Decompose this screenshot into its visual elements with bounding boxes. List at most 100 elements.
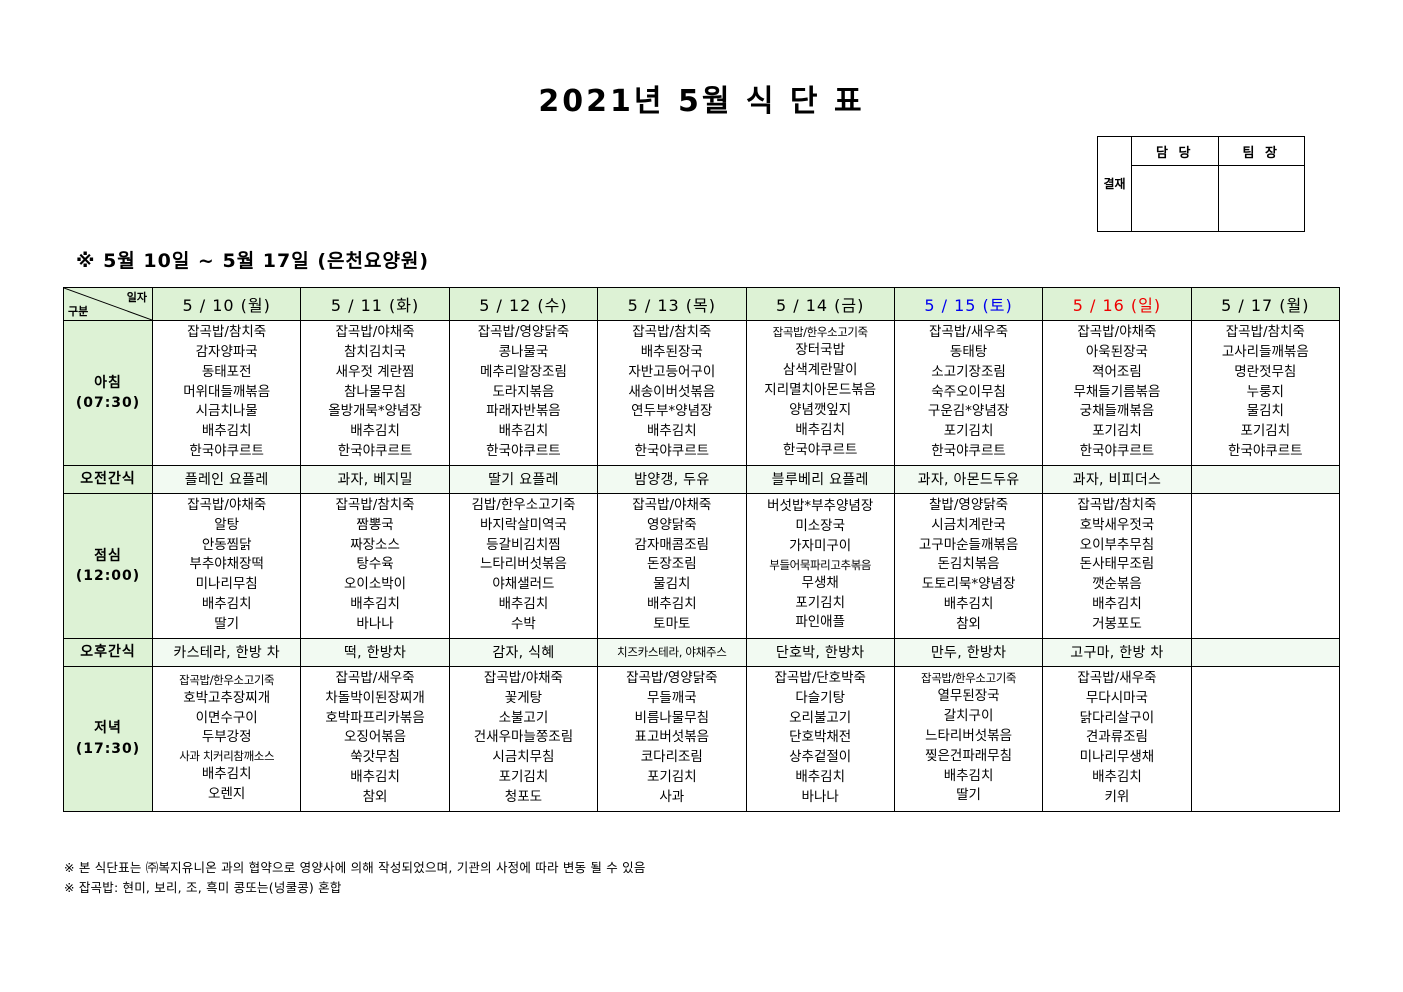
cell-breakfast-1[interactable]: 잡곡밥/야채죽 참치김치국 새우젓 계란찜 참나물무침 올방개묵*양념장 배추김치 한국야쿠… — [300, 320, 450, 466]
dish-item: 배추김치 — [350, 596, 400, 613]
date-header-7: 5 / 17 (월) — [1190, 287, 1341, 321]
dish-item: 찰밥/영양닭죽 — [929, 496, 1009, 513]
approval-column-manager: 담 당 — [1132, 137, 1219, 231]
dish-item: 바나나 — [356, 615, 394, 632]
dish-item: 비름나물무침 — [634, 709, 710, 726]
table-corner-cell: 일자 구분 — [63, 287, 153, 321]
dish-item: 꽃게탕 — [504, 689, 543, 706]
cell-afternoon-snack-6[interactable]: 고구마, 한방 차 — [1042, 637, 1192, 667]
row-label-breakfast-time: (07:30) — [75, 394, 141, 411]
dish-item: 오이소박이 — [344, 576, 407, 593]
dish-item: 거봉포도 — [1092, 615, 1142, 632]
cell-lunch-1[interactable]: 잡곡밥/참치죽 짬뽕국 짜장소스 탕수육 오이소박이 배추김치 바나나 — [300, 492, 450, 639]
dish-item: 찢은건파래무침 — [925, 747, 1013, 764]
cell-afternoon-snack-3[interactable]: 치즈카스테라, 야채주스 — [597, 637, 747, 667]
approval-header-damdang: 담 당 — [1132, 137, 1218, 166]
dish-item: 청포도 — [504, 788, 543, 805]
dish-item: 도토리묵*양념장 — [921, 576, 1016, 593]
cell-morning-snack-7[interactable] — [1190, 464, 1341, 494]
cell-afternoon-snack-5[interactable]: 만두, 한방차 — [893, 637, 1044, 667]
cell-afternoon-snack-4[interactable]: 단호박, 한방차 — [745, 637, 895, 667]
cell-lunch-3[interactable]: 잡곡밥/야채죽 영양닭죽 감자매콤조림 돈장조림 물김치 배추김치 토마토 — [597, 492, 747, 639]
cell-afternoon-snack-0[interactable]: 카스테라, 한방 차 — [151, 637, 302, 667]
cell-lunch-2[interactable]: 김밥/한우소고기죽 바지락살미역국 등갈비김치찜 느타리버섯볶음 야채샐러드 배추김치 수박 — [448, 492, 599, 639]
cell-morning-snack-1[interactable]: 과자, 베지밀 — [300, 464, 450, 494]
dish-item: 바나나 — [801, 788, 839, 805]
dish-item: 잡곡밥/새우죽 — [1077, 669, 1157, 686]
cell-breakfast-5[interactable]: 잡곡밥/새우죽 동태탕 소고기장조림 숙주오이무침 구운김*양념장 포기김치 한국야쿠르트 — [893, 320, 1044, 466]
cell-lunch-5[interactable]: 찰밥/영양닭죽 시금치계란국 고구마순들깨볶음 돈김치볶음 도토리묵*양념장 배추김치 참외 — [893, 492, 1044, 639]
dish-item: 배추김치 — [498, 423, 549, 440]
cell-dinner-4[interactable]: 잡곡밥/단호박죽 다슬기탕 오리불고기 단호박채전 상추겉절이 배추김치 바나나 — [745, 665, 895, 812]
table-header: 일자 구분 5 / 10 (월) 5 / 11 (화) 5 / 12 (수) 5… — [63, 287, 1341, 321]
cell-dinner-0[interactable]: 잡곡밥/한우소고기죽 호박고추장찌개 이면수구이 두부강정 사과 치커리참깨소스 배추김치… — [151, 665, 302, 812]
dish-item: 견과류조림 — [1085, 729, 1148, 746]
dish-item: 잡곡밥/새우죽 — [335, 669, 415, 686]
dish-item: 야채샐러드 — [492, 576, 555, 593]
cell-morning-snack-0[interactable]: 플레인 요플레 — [151, 464, 302, 494]
diagonal-divider-icon — [64, 288, 152, 320]
cell-breakfast-0[interactable]: 잡곡밥/참치죽 감자양파국 동태포전 머위대들깨볶음 시금치나물 배추김치 한국야쿠르트 — [151, 320, 302, 466]
cell-afternoon-snack-2[interactable]: 감자, 식혜 — [448, 637, 599, 667]
cell-morning-snack-3[interactable]: 밤양갱, 두유 — [597, 464, 747, 494]
dish-item: 포기김치 — [498, 769, 549, 786]
row-label-breakfast: 아침 (07:30) — [63, 320, 153, 466]
dish-item: 탕수육 — [356, 556, 394, 573]
dish-item: 포기김치 — [646, 769, 697, 786]
cell-afternoon-snack-7[interactable] — [1190, 637, 1341, 667]
dish-item: 한국야쿠르트 — [931, 443, 1006, 460]
dish-item: 배추김치 — [943, 596, 994, 613]
dish-item: 고구마순들깨볶음 — [918, 536, 1019, 553]
row-label-dinner-time: (17:30) — [75, 740, 141, 757]
cell-dinner-1[interactable]: 잡곡밥/새우죽 차돌박이된장찌개 호박파프리카볶음 오징어볶음 쑥갓무침 배추김치 참외 — [300, 665, 450, 812]
cell-breakfast-7[interactable]: 잡곡밥/참치죽 고사리들깨볶음 명란젓무침 누룽지 물김치 포기김치 한국야쿠르트 — [1190, 320, 1341, 466]
row-label-lunch-name: 점심 — [94, 547, 122, 564]
dish-item: 잡곡밥/야채죽 — [483, 669, 563, 686]
row-label-dinner: 저녁 (17:30) — [63, 665, 153, 812]
dish-item: 잡곡밥/단호박죽 — [774, 669, 866, 686]
dish-item: 바지락살미역국 — [479, 516, 567, 533]
cell-dinner-5[interactable]: 잡곡밥/한우소고기죽 열무된장국 갈치구이 느타리버섯볶음 찢은건파래무침 배추김치 딸기 — [893, 665, 1044, 812]
cell-breakfast-2[interactable]: 잡곡밥/영양닭죽 콩나물국 메추리알장조림 도라지볶음 파래자반볶음 배추김치 한국야쿠르트 — [448, 320, 599, 466]
dish-item: 배추김치 — [350, 423, 400, 440]
cell-dinner-3[interactable]: 잡곡밥/영양닭죽 무들깨국 비름나물무침 표고버섯볶음 코다리조림 포기김치 사과 — [597, 665, 747, 812]
dish-item: 딸기 — [214, 615, 240, 632]
approval-signature-area-teamjang[interactable] — [1219, 166, 1305, 231]
cell-morning-snack-5[interactable]: 과자, 아몬드두유 — [893, 464, 1044, 494]
dish-item: 배추김치 — [201, 766, 252, 783]
approval-signature-area-damdang[interactable] — [1132, 166, 1218, 231]
cell-lunch-7[interactable] — [1190, 492, 1341, 639]
dish-item: 잡곡밥/야채죽 — [335, 324, 415, 340]
cell-dinner-6[interactable]: 잡곡밥/새우죽 무다시마국 닭다리살구이 견과류조림 미나리무생채 배추김치 키위 — [1042, 665, 1192, 812]
cell-dinner-7[interactable] — [1190, 665, 1341, 812]
cell-breakfast-4[interactable]: 잡곡밥/한우소고기죽 장터국밥 삼색계란말이 지리멸치아몬드볶음 양념깻잎지 배추김치 한국… — [745, 320, 895, 466]
dish-item: 동태탕 — [949, 343, 988, 360]
cell-dinner-2[interactable]: 잡곡밥/야채죽 꽃게탕 소불고기 건새우마늘쫑조림 시금치무침 포기김치 청포도 — [448, 665, 599, 812]
corner-type-label: 구분 — [68, 305, 89, 318]
dish-item: 배추김치 — [1092, 596, 1142, 613]
cell-morning-snack-4[interactable]: 블루베리 요플레 — [745, 464, 895, 494]
footnote-0: ※ 본 식단표는 ㈜복지유니온 과의 협약으로 영양사에 의해 작성되었으며, … — [64, 860, 646, 875]
dish-item: 한국야쿠르트 — [1228, 443, 1303, 460]
approval-header-teamjang: 팀 장 — [1218, 137, 1304, 166]
cell-lunch-6[interactable]: 잡곡밥/참치죽 호박새우젓국 오이부추무침 돈사태무조림 깻순볶음 배추김치 거봉포도 — [1042, 492, 1192, 639]
row-label-lunch-time: (12:00) — [75, 567, 141, 584]
dish-item: 잡곡밥/한우소고기죽 — [921, 671, 1017, 686]
dish-item: 쑥갓무침 — [350, 749, 400, 766]
row-label-dinner-name: 저녁 — [94, 720, 122, 737]
dish-item: 새우젓 계란찜 — [335, 363, 415, 380]
dish-item: 메추리알장조림 — [479, 363, 567, 380]
cell-breakfast-6[interactable]: 잡곡밥/야채죽 아욱된장국 젹어조림 무채들기름볶음 궁채들깨볶음 포기김치 한국야쿠르트 — [1042, 320, 1192, 466]
cell-lunch-0[interactable]: 잡곡밥/야채죽 알탕 안동찜닭 부추야채장떡 미나리무침 배추김치 딸기 — [151, 492, 302, 639]
table-row-morning-snack: 오전간식 플레인 요플레 과자, 베지밀 딸기 요플레 밤양갱, 두유 블루베리… — [63, 464, 1341, 494]
dish-item: 장터국밥 — [795, 342, 846, 359]
cell-afternoon-snack-1[interactable]: 떡, 한방차 — [300, 637, 450, 667]
cell-morning-snack-6[interactable]: 과자, 비피더스 — [1042, 464, 1192, 494]
cell-lunch-4[interactable]: 버섯밥*부추양념장 미소장국 가자미구이 부들어묵파리고추볶음 무생채 포기김치 파인애플 — [745, 492, 895, 639]
cell-morning-snack-2[interactable]: 딸기 요플레 — [448, 464, 599, 494]
dish-item: 짬뽕국 — [356, 516, 394, 533]
dish-item: 물김치 — [1246, 403, 1284, 420]
cell-breakfast-3[interactable]: 잡곡밥/참치죽 배추된장국 자반고등어구이 새송이버섯볶음 연두부*양념장 배추김치 한국야… — [597, 320, 747, 466]
dish-item: 궁채들깨볶음 — [1079, 403, 1155, 420]
dish-item: 표고버섯볶음 — [634, 729, 710, 746]
